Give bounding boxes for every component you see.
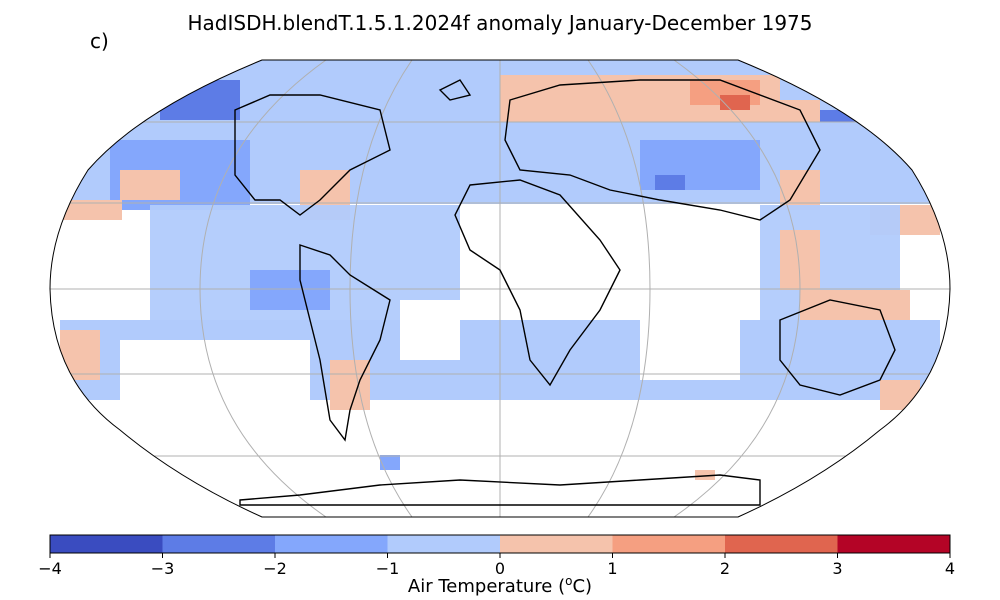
south-america-coast [299,244,391,442]
colorbar-label-main: Air Temperature ( [408,576,565,597]
missing-africa-india [460,205,760,325]
colorbar-segment [837,535,950,553]
colorbar-tick-label: −2 [263,559,287,578]
anomaly-cell-west-pacific-warm [62,200,122,220]
colorbar-label-superscript: o [565,574,572,588]
missing-south-pacific [120,340,310,400]
colorbar-tick-label: 1 [607,559,617,578]
north-america-coast [234,94,391,216]
antarctica-coast [239,474,761,506]
colorbar-label: Air Temperature (oC) [408,574,592,597]
globe-outline [49,59,951,518]
colorbar-segment [162,535,275,553]
colorbar-tick-label: 2 [720,559,730,578]
colorbar-tick-label: −4 [38,559,62,578]
africa-coast [454,179,621,387]
anomaly-cell-east-asia-warm [780,170,820,210]
colorbar-tick-label: 0 [495,559,505,578]
coastlines [234,79,896,506]
anomaly-cell-pacific-warm [120,170,180,200]
missing-indian-ocean [640,320,740,380]
colorbar-tick-label: 4 [945,559,955,578]
colorbar-tick-label: −1 [376,559,400,578]
anomaly-cell-antarctic-warm [695,470,715,480]
colorbar-segment [387,535,500,553]
colorbar-ticks: −4 −3 −2 −1 0 1 2 3 4 [38,553,955,578]
panel-label: c) [90,29,109,53]
colorbar-segment [50,535,163,553]
missing-south-atlantic [400,300,460,360]
anomaly-cell-canada-arctic [160,80,240,120]
eurasia-coast [504,79,821,221]
anomaly-cell-central-asia-cold [655,175,685,190]
greenland-coast [438,79,472,101]
colorbar-segment [500,535,613,553]
colorbar-tick-label: 3 [832,559,842,578]
figure-title: HadISDH.blendT.1.5.1.2024f anomaly Janua… [187,11,812,35]
colorbar-tick-label: −3 [151,559,175,578]
colorbar [49,534,951,554]
missing-east-pacific [50,220,150,320]
anomaly-cell-argentina-warm [330,360,370,410]
colorbar-segment [275,535,388,553]
anomaly-cell-new-zealand-warm [880,380,920,410]
anomaly-cell-south-america-north [250,270,330,310]
australia-coast [779,299,896,396]
anomaly-cell-south-georgia [380,455,400,470]
colorbar-label-unit: C) [572,576,592,597]
colorbar-segment [725,535,838,553]
anomaly-cell-south-pacific-warm [60,330,100,380]
colorbar-segment [612,535,725,553]
